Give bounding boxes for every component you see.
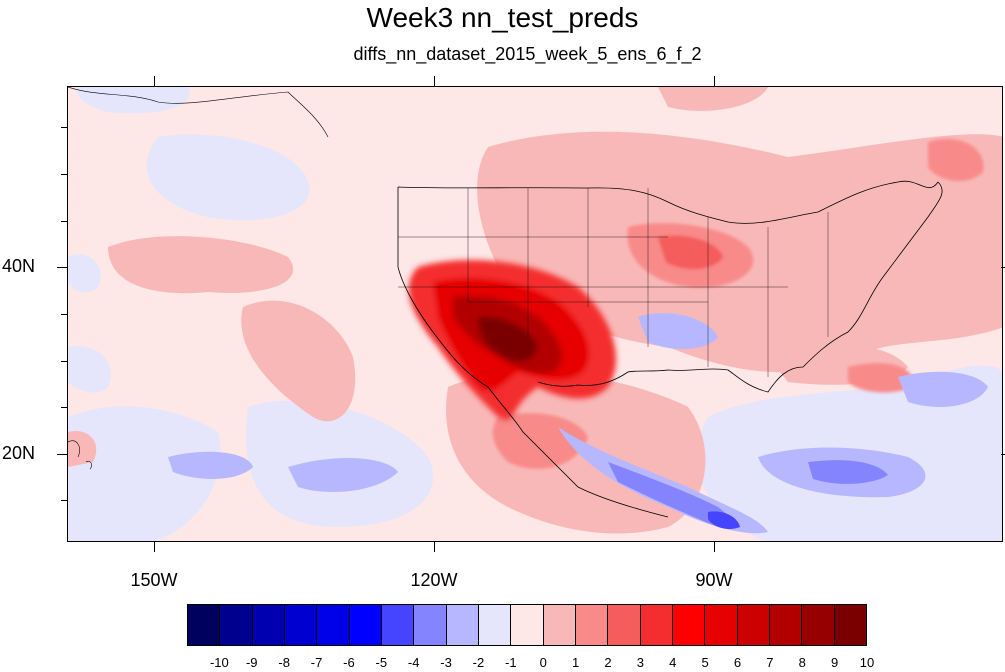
- colorbar-label: -10: [209, 655, 229, 670]
- cool-bands-tropical: [168, 313, 988, 534]
- colorbar-box: [543, 605, 576, 645]
- colorbar-label: 3: [636, 655, 644, 670]
- map-canvas: [68, 87, 1002, 541]
- y-tick-right-40n: [1001, 267, 1005, 268]
- lon-label-90w: 90W: [695, 570, 733, 590]
- x-tick-bottom-120w: [434, 542, 435, 552]
- y-minor-tick: [61, 407, 67, 408]
- y-minor-tick: [61, 221, 67, 222]
- colorbar-label: -5: [375, 655, 388, 670]
- colorbar-label: 10: [859, 655, 875, 670]
- colorbar-box: [252, 605, 285, 645]
- colorbar-label: 7: [766, 655, 774, 670]
- colorbar-box: [414, 605, 447, 645]
- colorbar-box: [608, 605, 641, 645]
- y-tick-left-20n: [57, 454, 67, 455]
- colorbar-box: [705, 605, 738, 645]
- colorbar-label: 0: [539, 655, 547, 670]
- colorbar-label: 1: [571, 655, 580, 670]
- x-tick-bottom-150w: [154, 542, 155, 552]
- colorbar-box: [188, 605, 221, 645]
- colorbar: [187, 604, 867, 646]
- x-tick-top-90w: [714, 76, 715, 86]
- colorbar-label: 4: [669, 655, 677, 670]
- coastlines-and-borders: [68, 87, 943, 518]
- colorbar-label: -6: [343, 655, 355, 670]
- colorbar-label: 8: [798, 655, 806, 670]
- colorbar-label: 9: [830, 655, 839, 670]
- colorbar-label: 6: [733, 655, 742, 670]
- colorbar-label: -9: [245, 655, 258, 670]
- y-minor-tick: [61, 500, 67, 501]
- colorbar-box: [802, 605, 835, 645]
- colorbar-label: -7: [310, 655, 323, 670]
- cool-regions-light: [68, 87, 1002, 541]
- y-tick-left-40n: [57, 267, 67, 268]
- lat-label-40n: 40N: [2, 256, 36, 276]
- colorbar-box: [284, 605, 318, 645]
- colorbar-box: [672, 605, 706, 645]
- colorbar-label: -4: [407, 655, 420, 670]
- colorbar-label: 5: [701, 655, 709, 670]
- y-tick-right-20n: [1001, 454, 1005, 455]
- warm-hotspot-southwest: [408, 259, 617, 420]
- y-minor-tick: [61, 314, 67, 315]
- colorbar-box: [220, 605, 253, 645]
- y-minor-tick: [61, 361, 67, 362]
- warm-regions-strong-midwest: [658, 235, 723, 269]
- colorbar-box: [381, 605, 415, 645]
- colorbar-box: [446, 605, 479, 645]
- colorbar-box: [511, 605, 544, 645]
- colorbar-box: [575, 605, 609, 645]
- x-tick-top-120w: [434, 76, 435, 86]
- x-tick-bottom-90w: [714, 542, 715, 552]
- colorbar-box: [834, 605, 866, 645]
- colorbar-box: [317, 605, 350, 645]
- colorbar-box: [478, 605, 512, 645]
- y-minor-tick: [61, 174, 67, 175]
- colorbar-label: -3: [440, 655, 452, 670]
- map-title: Week3 nn_test_preds: [366, 2, 639, 33]
- x-tick-top-150w: [154, 76, 155, 86]
- colorbar-box: [769, 605, 803, 645]
- map-plot-area: [67, 86, 1003, 542]
- colorbar-label: -1: [505, 655, 517, 670]
- colorbar-label: -8: [278, 655, 290, 670]
- colorbar-box: [349, 605, 382, 645]
- colorbar-label: -2: [472, 655, 485, 670]
- colorbar-box: [737, 605, 770, 645]
- lon-label-120w: 120W: [410, 570, 458, 590]
- lon-label-150w: 150W: [130, 570, 178, 590]
- map-subtitle: diffs_nn_dataset_2015_week_5_ens_6_f_2: [353, 44, 702, 64]
- colorbar-label: 2: [604, 655, 612, 670]
- colorbar-box: [640, 605, 673, 645]
- y-minor-tick: [61, 127, 67, 128]
- lat-label-20n: 20N: [2, 443, 36, 463]
